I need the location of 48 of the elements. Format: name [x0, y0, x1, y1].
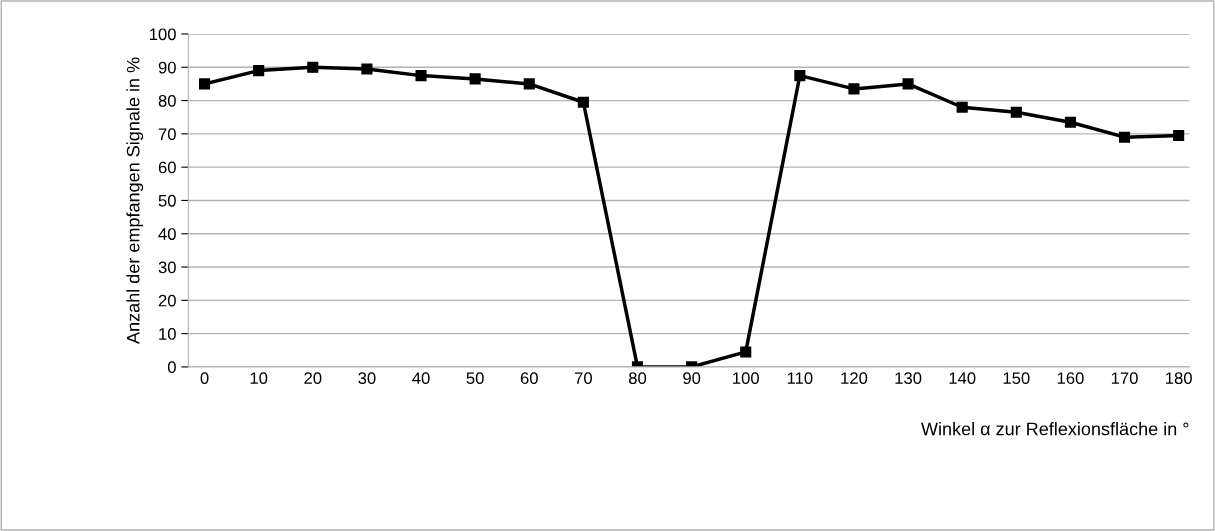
- point: [794, 70, 806, 82]
- x-tick-label: 150: [1003, 372, 1030, 385]
- point: [523, 78, 535, 90]
- x-tick-label: 40: [412, 372, 430, 385]
- x-tick-label: 130: [895, 372, 922, 385]
- y-tick-label: 40: [158, 228, 176, 240]
- y-tick-label: 20: [158, 294, 176, 307]
- point: [253, 65, 265, 77]
- point: [361, 63, 373, 75]
- point: [307, 61, 319, 73]
- y-axis-title: Anzahl der empfangen Signale in %: [126, 57, 144, 344]
- x-tick-label: 80: [628, 372, 647, 385]
- x-tick-label: 90: [683, 372, 701, 385]
- x-tick-label: 140: [949, 372, 976, 385]
- x-tick-label: 100: [733, 372, 759, 385]
- x-tick-label: 180: [1166, 372, 1192, 385]
- x-tick-label: 0: [200, 372, 209, 385]
- x-tick-label: 20: [304, 372, 322, 385]
- point: [956, 101, 968, 113]
- x-tick-label: 120: [841, 372, 868, 385]
- x-tick-label: 160: [1057, 372, 1084, 385]
- x-tick-label: 110: [787, 372, 813, 385]
- point: [1118, 131, 1131, 143]
- x-tick-label: 60: [520, 372, 538, 385]
- y-tick-label: 70: [158, 128, 176, 141]
- x-tick-label: 30: [358, 372, 376, 385]
- x-tick-label: 70: [574, 372, 592, 385]
- point: [1010, 106, 1022, 118]
- y-tick-label: 50: [158, 194, 176, 207]
- point: [1064, 116, 1076, 128]
- point: [1173, 129, 1185, 142]
- x-tick-label: 10: [250, 372, 268, 385]
- y-tick-label: 100: [149, 28, 176, 41]
- y-tick-label: 90: [158, 61, 176, 74]
- x-axis-title: Winkel α zur Reflexionsfläche in °: [921, 422, 1189, 436]
- x-tick-label: 170: [1111, 372, 1138, 385]
- y-tick-label: 60: [158, 161, 176, 174]
- point: [469, 73, 481, 85]
- y-tick-label: 10: [159, 328, 176, 340]
- point: [577, 96, 589, 108]
- y-tick-label: 80: [158, 94, 176, 107]
- point: [848, 83, 860, 95]
- point: [902, 78, 914, 90]
- x-tick-label: 50: [466, 372, 484, 385]
- y-tick-label: 30: [158, 261, 176, 274]
- point: [199, 78, 211, 90]
- point: [415, 70, 427, 82]
- y-tick-label: 0: [167, 361, 176, 374]
